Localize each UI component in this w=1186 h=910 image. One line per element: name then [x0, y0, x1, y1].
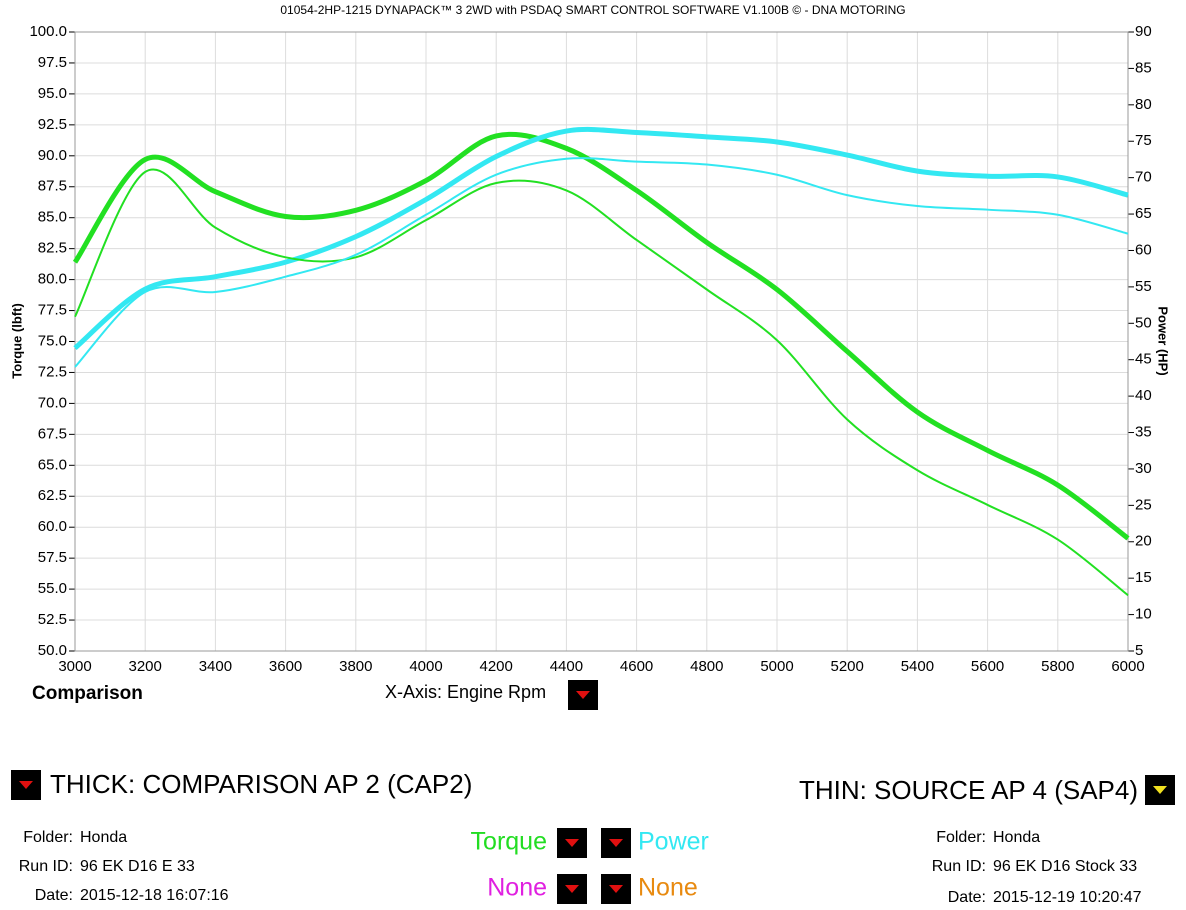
dropdown-button[interactable]: [568, 680, 598, 710]
y2-tick-label: 70: [1135, 169, 1152, 186]
y2-tick-label: 10: [1135, 606, 1152, 623]
y2-tick-label: 35: [1135, 423, 1152, 440]
x-tick-label: 4200: [480, 658, 513, 675]
y2-tick-label: 90: [1135, 23, 1152, 40]
series-line: [74, 157, 1129, 368]
date-label: Date:: [35, 887, 73, 904]
y2-tick-label: 75: [1135, 132, 1152, 149]
y-tick-label: 100.0: [29, 23, 67, 40]
y-tick-label: 55.0: [38, 580, 67, 597]
folder-label: Folder:: [23, 829, 73, 846]
thin-run-label: THIN: SOURCE AP 4 (SAP4): [799, 775, 1138, 805]
mode-label: Comparison: [32, 683, 143, 704]
y2-tick-label: 15: [1135, 569, 1152, 586]
y2-tick-label: 5: [1135, 642, 1143, 659]
run-label: Run ID:: [19, 858, 73, 875]
y2-tick-label: 60: [1135, 241, 1152, 258]
y-tick-label: 62.5: [38, 487, 67, 504]
button-arrow[interactable]: [576, 691, 590, 699]
x-tick-label: 5200: [831, 658, 864, 675]
dropdown-button[interactable]: [557, 874, 587, 904]
dropdown-button[interactable]: [11, 770, 41, 800]
x-tick-label: 4400: [550, 658, 583, 675]
y-tick-label: 70.0: [38, 394, 67, 411]
series-line: [72, 131, 1130, 541]
date-value: 2015-12-18 16:07:16: [80, 887, 229, 904]
y2-tick-label: 80: [1135, 96, 1152, 113]
y2-tick-label: 45: [1135, 351, 1152, 368]
chart-title: 01054-2HP-1215 DYNAPACK™ 3 2WD with PSDA…: [280, 3, 905, 17]
x-tick-label: 3000: [58, 658, 91, 675]
y2-tick-label: 50: [1135, 314, 1152, 331]
y-tick-label: 92.5: [38, 116, 67, 133]
y-tick-label: 87.5: [38, 178, 67, 195]
run-value: 96 EK D16 Stock 33: [993, 858, 1137, 875]
y2-tick-label: 85: [1135, 59, 1152, 76]
y-tick-label: 85.0: [38, 209, 67, 226]
y-tick-label: 97.5: [38, 54, 67, 71]
y-axis-label: Torque (lbft): [9, 303, 24, 379]
y-tick-label: 77.5: [38, 302, 67, 319]
legend-entry: None: [638, 874, 698, 902]
button-arrow[interactable]: [565, 885, 579, 893]
x-tick-label: 5600: [971, 658, 1004, 675]
legend-entry: None: [487, 874, 547, 902]
y-tick-label: 90.0: [38, 147, 67, 164]
y-tick-label: 72.5: [38, 363, 67, 380]
dropdown-button[interactable]: [557, 828, 587, 858]
button-arrow[interactable]: [1153, 786, 1167, 794]
plot-frame: [74, 31, 1129, 652]
dropdown-button[interactable]: [601, 828, 631, 858]
y2-tick-label: 25: [1135, 496, 1152, 513]
run-label: Run ID:: [932, 858, 986, 875]
date-value: 2015-12-19 10:20:47: [993, 889, 1142, 906]
x-tick-label: 4000: [409, 658, 442, 675]
button-arrow[interactable]: [19, 781, 33, 789]
x-tick-label: 5400: [901, 658, 934, 675]
button-arrow[interactable]: [565, 839, 579, 847]
x-tick-label: 3400: [199, 658, 232, 675]
thick-run-label: THICK: COMPARISON AP 2 (CAP2): [50, 769, 472, 799]
series-line: [73, 126, 1129, 350]
y2-tick-label: 20: [1135, 533, 1152, 550]
y2-tick-label: 55: [1135, 278, 1152, 295]
y2-tick-label: 30: [1135, 460, 1152, 477]
x-tick-label: 5000: [760, 658, 793, 675]
date-label: Date:: [948, 889, 986, 906]
y2-tick-label: 40: [1135, 387, 1152, 404]
x-tick-label: 5800: [1041, 658, 1074, 675]
y-tick-label: 52.5: [38, 611, 67, 628]
folder-value: Honda: [80, 829, 127, 846]
y-tick-label: 75.0: [38, 332, 67, 349]
dropdown-button[interactable]: [601, 874, 631, 904]
y-tick-label: 95.0: [38, 85, 67, 102]
x-tick-label: 3800: [339, 658, 372, 675]
dropdown-button[interactable]: [1145, 775, 1175, 805]
x-tick-label: 4600: [620, 658, 653, 675]
x-tick-label: 4800: [690, 658, 723, 675]
button-arrow[interactable]: [609, 839, 623, 847]
run-value: 96 EK D16 E 33: [80, 858, 195, 875]
y-tick-label: 67.5: [38, 425, 67, 442]
x-axis-label: X-Axis: Engine Rpm: [385, 682, 546, 702]
y2-axis-label: Power (HP): [1156, 306, 1171, 375]
y-tick-label: 60.0: [38, 518, 67, 535]
x-tick-label: 3200: [129, 658, 162, 675]
legend-entry: Power: [638, 828, 709, 856]
legend-entry: Torque: [471, 828, 547, 856]
y-tick-label: 82.5: [38, 240, 67, 257]
x-tick-label: 6000: [1111, 658, 1144, 675]
folder-label: Folder:: [936, 829, 986, 846]
y-tick-label: 80.0: [38, 271, 67, 288]
y2-tick-label: 65: [1135, 205, 1152, 222]
y-tick-label: 50.0: [38, 642, 67, 659]
y-tick-label: 57.5: [38, 549, 67, 566]
folder-value: Honda: [993, 829, 1040, 846]
x-tick-label: 3600: [269, 658, 302, 675]
button-arrow[interactable]: [609, 885, 623, 893]
y-tick-label: 65.0: [38, 456, 67, 473]
series-line: [74, 168, 1129, 597]
